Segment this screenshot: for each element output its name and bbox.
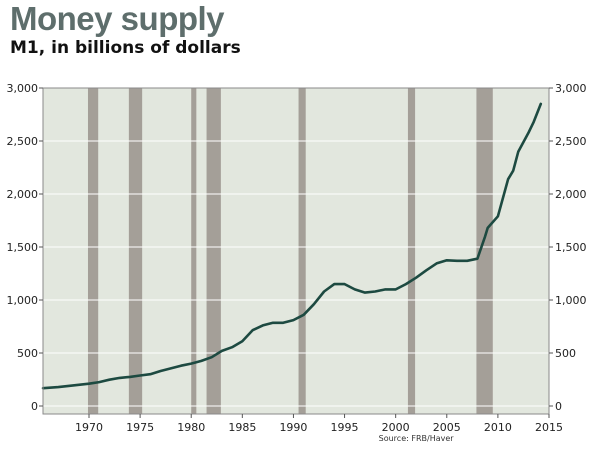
y-tick-label-right-5: 2,500 xyxy=(555,135,587,148)
x-axis: 1970 1975 1980 1985 1990 1995 2000 2005 2010 2015 xyxy=(75,414,563,434)
y-axis-left: 0 500 1,000 1,500 2,000 2,500 3,000 xyxy=(7,82,44,413)
recession-band-6 xyxy=(408,88,415,414)
y-tick-label-right-2: 1,000 xyxy=(555,294,587,307)
x-tick-label-5: 1995 xyxy=(331,421,359,434)
y-tick-label-left-3: 1,500 xyxy=(7,241,39,254)
x-tick-label-1: 1975 xyxy=(126,421,154,434)
x-tick-label-3: 1985 xyxy=(228,421,256,434)
chart: 0 500 1,000 1,500 2,000 2,500 3,000 0 500 1,000 1… xyxy=(0,0,606,459)
recession-band-3 xyxy=(191,88,196,414)
x-tick-label-6: 2000 xyxy=(382,421,410,434)
recession-band-1 xyxy=(88,88,98,414)
y-tick-label-left-4: 2,000 xyxy=(7,188,39,201)
y-tick-label-right-1: 500 xyxy=(555,347,576,360)
y-tick-label-left-2: 1,000 xyxy=(7,294,39,307)
y-tick-label-right-3: 1,500 xyxy=(555,241,587,254)
x-tick-label-0: 1970 xyxy=(75,421,103,434)
x-tick-label-4: 1990 xyxy=(279,421,307,434)
x-tick-label-8: 2010 xyxy=(484,421,512,434)
y-axis-right: 0 500 1,000 1,500 2,000 2,500 3,000 xyxy=(549,82,587,413)
x-tick-label-7: 2005 xyxy=(433,421,461,434)
recession-band-2 xyxy=(129,88,142,414)
y-tick-label-left-1: 500 xyxy=(17,347,38,360)
recession-band-5 xyxy=(299,88,306,414)
plot-area xyxy=(43,88,549,414)
x-tick-label-2: 1980 xyxy=(177,421,205,434)
y-tick-label-left-6: 3,000 xyxy=(7,82,39,95)
y-tick-label-left-0: 0 xyxy=(31,400,38,413)
y-tick-label-right-0: 0 xyxy=(555,400,562,413)
x-tick-label-9: 2015 xyxy=(535,421,563,434)
y-tick-label-right-4: 2,000 xyxy=(555,188,587,201)
y-tick-label-left-5: 2,500 xyxy=(7,135,39,148)
recession-band-4 xyxy=(207,88,221,414)
source-note: Source: FRB/Haver xyxy=(379,434,455,443)
y-tick-label-right-6: 3,000 xyxy=(555,82,587,95)
